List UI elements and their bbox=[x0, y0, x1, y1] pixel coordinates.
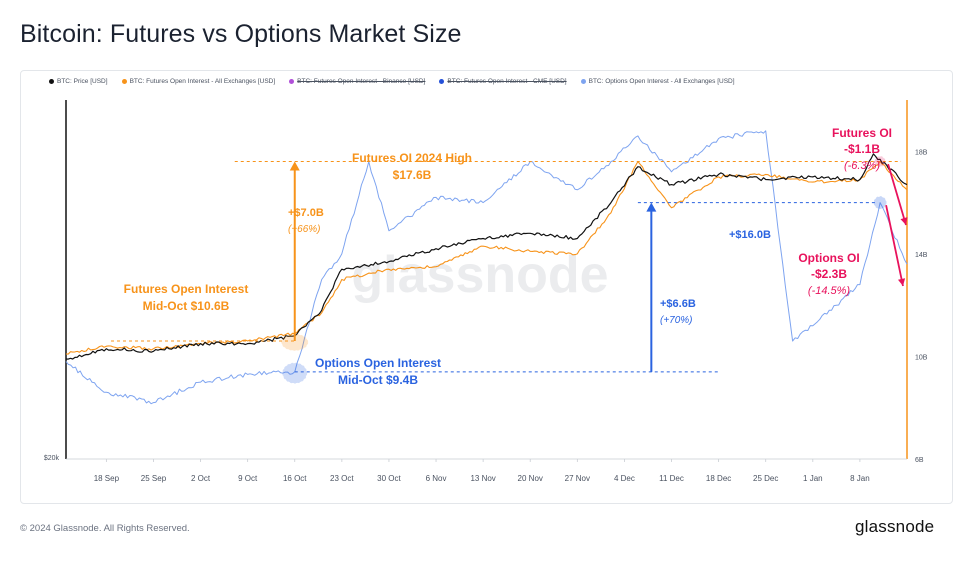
futures-peak-marker bbox=[874, 156, 886, 167]
legend-swatch bbox=[121, 79, 127, 84]
x-axis-tick-label: 16 Oct bbox=[283, 474, 307, 483]
annotation-futures-decline-line: -$1.1B bbox=[844, 142, 880, 156]
annotation-futures-growth-line: (+66%) bbox=[288, 224, 321, 235]
x-axis-tick-label: 27 Nov bbox=[565, 474, 590, 483]
legend-label: BTC: Futures Open Interest - All Exchang… bbox=[129, 78, 276, 85]
series-line-price bbox=[65, 153, 908, 360]
x-axis-tick-label: 8 Jan bbox=[850, 474, 870, 483]
legend-item[interactable]: BTC: Futures Open Interest - CME [USD] bbox=[439, 78, 567, 85]
annotation-futures-midoct-line: Mid-Oct $10.6B bbox=[143, 299, 230, 313]
legend-item[interactable]: BTC: Futures Open Interest - All Exchang… bbox=[121, 78, 276, 85]
x-axis-tick-label: 18 Sep bbox=[94, 474, 120, 483]
legend-item[interactable]: BTC: Options Open Interest - All Exchang… bbox=[580, 78, 735, 85]
legend-label: BTC: Futures Open Interest - Binance [US… bbox=[297, 78, 426, 85]
left-axis-tick-label: $20k bbox=[44, 455, 60, 462]
right-axis-tick-label: 14B bbox=[915, 252, 928, 259]
legend-swatch bbox=[289, 79, 295, 84]
options-peak-marker bbox=[873, 196, 887, 209]
annotation-options-decline-line: (-14.5%) bbox=[808, 285, 851, 297]
page-title: Bitcoin: Futures vs Options Market Size bbox=[20, 20, 462, 48]
annotation-options-decline-line: Options OI bbox=[798, 251, 859, 265]
x-axis-tick-label: 23 Oct bbox=[330, 474, 354, 483]
annotation-futures-growth-line: +$7.0B bbox=[288, 207, 324, 219]
x-axis-tick-label: 30 Oct bbox=[377, 474, 401, 483]
options-decline-arrow-shaft bbox=[885, 204, 904, 287]
x-axis-tick-label: 20 Nov bbox=[518, 474, 543, 483]
right-axis-tick-label: 18B bbox=[915, 149, 928, 156]
legend-swatch bbox=[439, 79, 445, 84]
legend-swatch bbox=[49, 79, 54, 84]
glassnode-logo: glassnode bbox=[855, 517, 935, 536]
annotation-options-midoct-line: Options Open Interest bbox=[315, 356, 441, 370]
x-axis-tick-label: 13 Nov bbox=[470, 474, 495, 483]
chart-card bbox=[20, 70, 953, 504]
annotation-options-midoct-line: Mid-Oct $9.4B bbox=[338, 373, 418, 387]
x-axis-tick-label: 2 Oct bbox=[191, 474, 211, 483]
right-axis-tick-label: 6B bbox=[915, 457, 924, 464]
options-growth-arrow-head bbox=[646, 202, 657, 212]
legend-label: BTC: Options Open Interest - All Exchang… bbox=[588, 78, 735, 85]
annotation-futures-midoct-line: Futures Open Interest bbox=[124, 282, 249, 296]
series-line-options-oi bbox=[65, 130, 908, 405]
x-axis-tick-label: 1 Jan bbox=[803, 474, 823, 483]
legend-label: BTC: Price [USD] bbox=[57, 78, 108, 85]
futures-decline-arrow-shaft bbox=[887, 163, 907, 226]
annotation-options-16b-line: +$16.0B bbox=[729, 229, 771, 241]
futures-decline-arrow-head bbox=[900, 217, 908, 225]
legend-swatch bbox=[580, 79, 586, 84]
x-axis-tick-label: 9 Oct bbox=[238, 474, 258, 483]
annotation-futures-decline-line: Futures OI bbox=[832, 126, 892, 140]
annotation-futures-high-line: $17.6B bbox=[393, 168, 432, 182]
annotation-options-decline-line: -$2.3B bbox=[811, 267, 847, 281]
watermark: glassnode bbox=[351, 246, 608, 304]
annotation-futures-high-line: Futures OI 2024 High bbox=[352, 151, 472, 165]
options-midoct-marker bbox=[282, 362, 308, 384]
x-axis-tick-label: 18 Dec bbox=[706, 474, 731, 483]
x-axis-tick-label: 25 Dec bbox=[753, 474, 778, 483]
annotation-options-growth-line: (+70%) bbox=[660, 315, 693, 326]
right-axis-tick-label: 10B bbox=[915, 354, 928, 361]
x-axis-tick-label: 4 Dec bbox=[614, 474, 635, 483]
legend-item[interactable]: BTC: Futures Open Interest - Binance [US… bbox=[289, 78, 425, 85]
x-axis-tick-label: 25 Sep bbox=[141, 474, 167, 483]
x-axis-tick-label: 11 Dec bbox=[659, 474, 684, 483]
futures-growth-arrow-head bbox=[289, 161, 300, 171]
legend-item[interactable]: BTC: Price [USD] bbox=[49, 78, 108, 85]
legend-label: BTC: Futures Open Interest - CME [USD] bbox=[447, 78, 567, 85]
annotation-options-growth-line: +$6.6B bbox=[660, 298, 696, 310]
annotation-futures-decline-line: (-6.3%) bbox=[844, 160, 880, 172]
options-decline-arrow-head bbox=[897, 278, 906, 286]
chart-legend: BTC: Price [USD] BTC: Futures Open Intere… bbox=[49, 78, 735, 85]
copyright-text: © 2024 Glassnode. All Rights Reserved. bbox=[20, 523, 190, 534]
x-axis-tick-label: 6 Nov bbox=[426, 474, 447, 483]
